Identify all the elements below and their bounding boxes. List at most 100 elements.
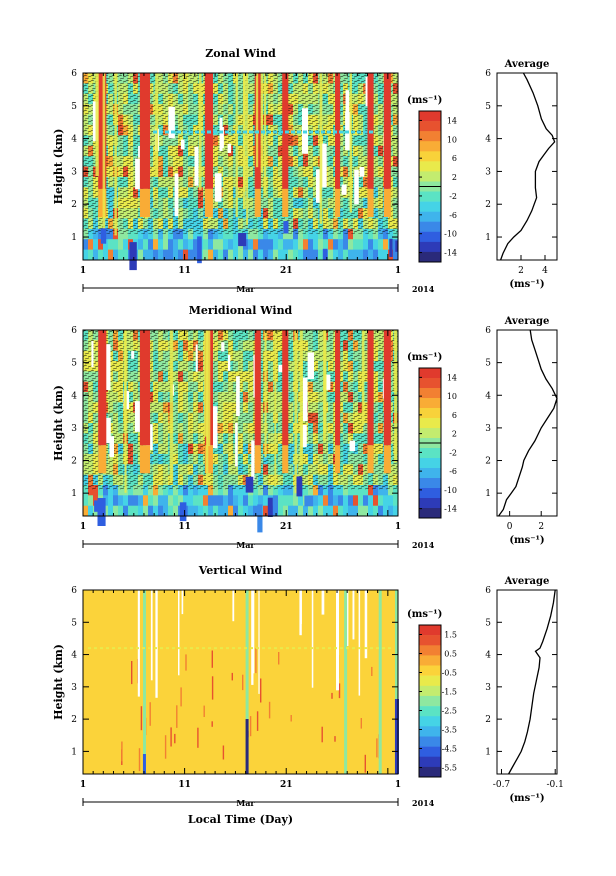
heatmap-cell [338,249,344,261]
heatmap-cell [378,485,384,496]
data-gap [316,169,322,203]
heatmap-cell [108,249,114,261]
heatmap-cell [178,239,184,250]
profile-line [498,329,558,517]
wind-streak [349,73,352,213]
sample-marks [83,330,398,490]
heatmap-cell [313,228,319,240]
updraft-streak [371,666,373,676]
heatmap-cell [298,505,304,517]
downdraft-core [142,754,146,774]
heatmap-cell [343,249,349,261]
wind-streak [124,330,127,493]
heatmap-cell [343,485,349,496]
heatmap-cell [228,495,234,506]
heatmap-cell [328,505,334,517]
heatmap-cell [298,249,304,261]
data-gap [104,344,111,390]
updraft-streak [131,661,133,685]
profile-x-tick-label: -0.7 [493,780,511,790]
heatmap-cell [133,505,139,517]
weak-wind-patch [129,242,137,271]
heatmap-cell [188,249,194,261]
heatmap-cell [318,505,324,517]
heatmap-cell [353,495,359,506]
colorbar-segment [419,756,441,768]
wind-streak [235,73,238,217]
wind-streak [299,330,303,466]
heatmap-cell [278,485,284,496]
updraft-streak [338,683,341,699]
data-gap [365,77,368,107]
colorbar-segment [419,468,441,479]
data-gap [299,590,302,636]
heatmap-cell [193,485,199,496]
wind-streak [102,73,106,237]
heatmap-cell [353,228,359,240]
heatmap-cell [378,239,384,250]
data-gap [320,143,327,188]
colorbar-segment [419,201,441,212]
colorbar-tick-label: 2 [452,430,457,439]
heatmap-cell [248,228,254,240]
heatmap-cell [388,228,394,240]
x-tick-label: 1 [80,780,86,790]
colorbar-tick-label: 0.5 [444,650,457,659]
heatmap-background [83,590,398,774]
heatmap-cell [128,505,134,517]
heatmap-cell [303,249,309,261]
heatmap-cell [358,485,364,496]
heatmap-cell [273,239,279,250]
heatmap-cell [363,495,369,506]
heatmap-cell [193,239,199,250]
heatmap-cell [303,239,309,250]
weak-wind-patch [197,236,202,264]
heatmap-cell [208,228,214,240]
average-profile: Average 1 2 3 4 5 6 0 2 (ms⁻¹) [485,316,558,546]
heatmap-cell [313,485,319,496]
colorbar-segment [419,368,441,379]
heatmap-cell [193,249,199,261]
wind-streak [155,73,159,177]
data-gap [236,376,240,416]
colorbar-segment [419,191,441,202]
heatmap-cell [318,239,324,250]
colorbar-segment [419,488,441,499]
y-tick-label: 3 [71,424,77,434]
heatmap-cell [113,505,119,517]
wind-streak [260,73,263,173]
profile-y-tick-label: 2 [485,457,491,467]
wind-streak [274,330,277,487]
heatmap-cell [268,249,274,261]
colorbar-segment [419,428,441,439]
profile-y-tick-label: 3 [485,167,491,177]
profile-y-tick-label: 1 [485,747,491,757]
average-profile: Average 1 2 3 4 5 6 2 4 (ms⁻¹) [485,59,558,290]
data-gap [364,590,368,659]
colorbar-segment [419,161,441,172]
plot-frame [82,589,399,775]
updraft-streak [197,727,199,748]
heatmap-cell [183,495,189,506]
heatmap-cell [303,228,309,240]
heatmap-cell [163,495,169,506]
colorbar-unit: (ms⁻¹) [407,609,442,620]
weak-wind-patch [245,476,254,493]
heatmap-cell [328,495,334,506]
heatmap-cell [358,228,364,240]
heatmap-cell [338,495,344,506]
heatmap-cell [318,249,324,261]
downdraft-core [245,719,249,774]
strong-wind-column [335,330,341,446]
updraft-streak [376,738,378,758]
updraft-streak [364,754,366,773]
y-axis-label: Height (km) [52,385,65,461]
wind-streak [204,330,207,437]
heatmap-cell [238,495,244,506]
heatmap-cell [88,495,94,506]
heatmap-cell [183,239,189,250]
strong-wind-column [383,445,391,474]
heatmap-cell [193,505,199,517]
heatmap-cell [83,495,89,506]
data-gap [352,590,355,640]
